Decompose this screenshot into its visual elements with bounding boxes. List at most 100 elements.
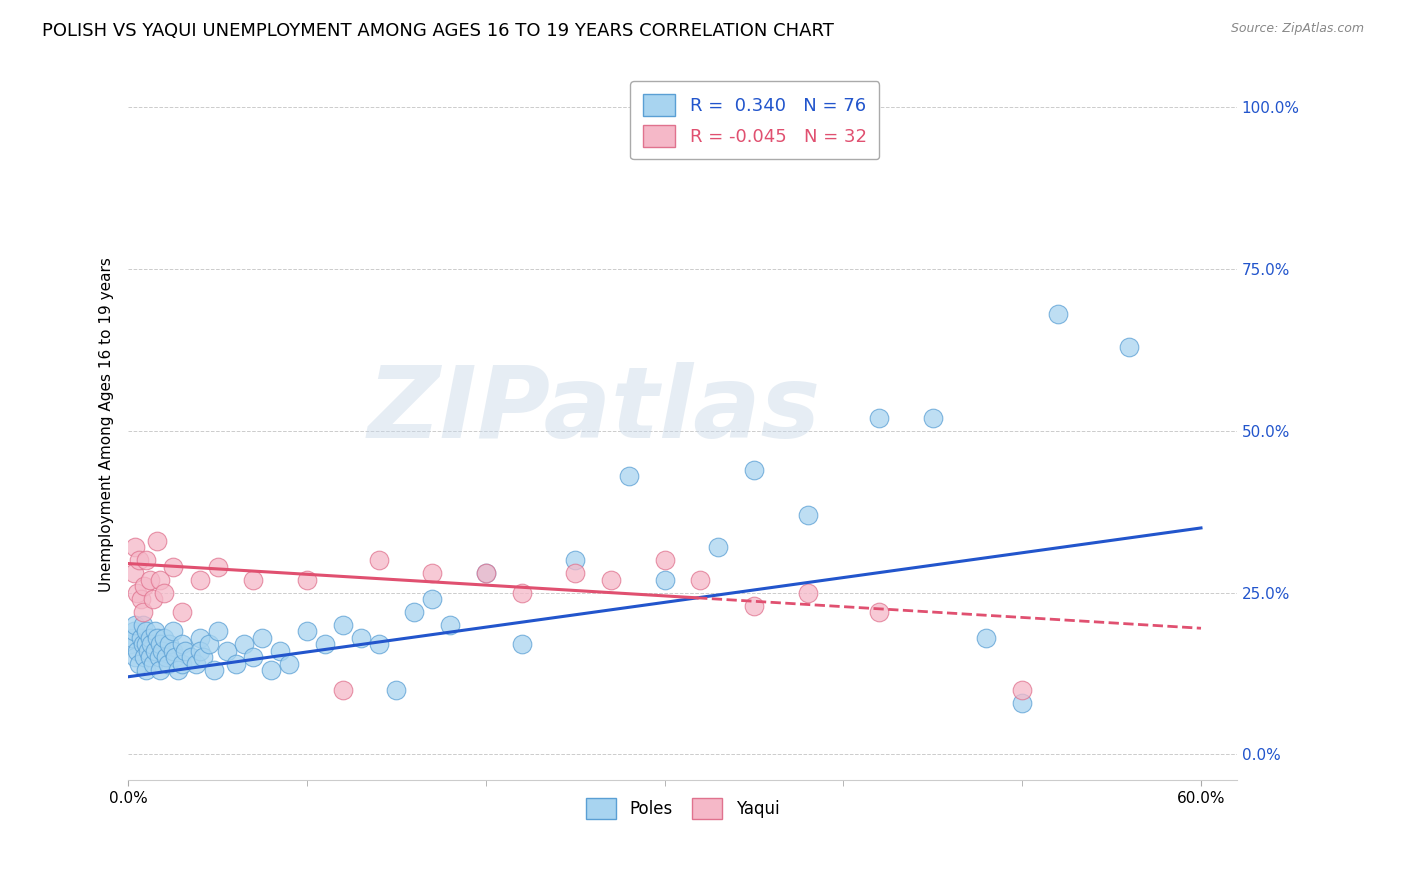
- Point: [188, 644, 211, 658]
- Point: [127, 585, 149, 599]
- Point: [202, 663, 225, 677]
- Point: [868, 605, 890, 619]
- Point: [404, 605, 426, 619]
- Point: [149, 637, 172, 651]
- Point: [135, 553, 157, 567]
- Point: [654, 573, 676, 587]
- Point: [162, 559, 184, 574]
- Point: [367, 637, 389, 651]
- Point: [122, 624, 145, 639]
- Point: [135, 637, 157, 651]
- Point: [796, 508, 818, 522]
- Point: [149, 663, 172, 677]
- Point: [128, 657, 150, 671]
- Point: [186, 657, 208, 671]
- Point: [124, 541, 146, 555]
- Point: [252, 631, 274, 645]
- Point: [233, 637, 256, 651]
- Point: [796, 585, 818, 599]
- Point: [138, 573, 160, 587]
- Point: [689, 573, 711, 587]
- Point: [225, 657, 247, 671]
- Text: ZIPatlas: ZIPatlas: [367, 361, 820, 458]
- Legend: Poles, Yaqui: Poles, Yaqui: [579, 792, 786, 825]
- Point: [155, 650, 177, 665]
- Point: [131, 637, 153, 651]
- Point: [141, 637, 163, 651]
- Point: [170, 605, 193, 619]
- Point: [654, 553, 676, 567]
- Point: [143, 644, 166, 658]
- Point: [180, 650, 202, 665]
- Point: [131, 618, 153, 632]
- Point: [314, 637, 336, 651]
- Point: [124, 650, 146, 665]
- Text: Source: ZipAtlas.com: Source: ZipAtlas.com: [1230, 22, 1364, 36]
- Point: [564, 553, 586, 567]
- Point: [122, 566, 145, 581]
- Point: [162, 624, 184, 639]
- Point: [269, 644, 291, 658]
- Point: [1011, 682, 1033, 697]
- Point: [600, 573, 623, 587]
- Point: [332, 682, 354, 697]
- Point: [129, 592, 152, 607]
- Point: [510, 585, 533, 599]
- Point: [134, 650, 156, 665]
- Point: [146, 631, 169, 645]
- Point: [1011, 696, 1033, 710]
- Point: [921, 411, 943, 425]
- Point: [135, 663, 157, 677]
- Point: [142, 657, 165, 671]
- Point: [439, 618, 461, 632]
- Y-axis label: Unemployment Among Ages 16 to 19 years: Unemployment Among Ages 16 to 19 years: [100, 257, 114, 592]
- Point: [149, 573, 172, 587]
- Point: [134, 579, 156, 593]
- Point: [868, 411, 890, 425]
- Point: [167, 663, 190, 677]
- Point: [742, 463, 765, 477]
- Point: [420, 566, 443, 581]
- Point: [128, 553, 150, 567]
- Point: [207, 559, 229, 574]
- Point: [350, 631, 373, 645]
- Point: [153, 631, 176, 645]
- Point: [118, 637, 141, 651]
- Point: [564, 566, 586, 581]
- Point: [148, 650, 170, 665]
- Point: [332, 618, 354, 632]
- Point: [242, 573, 264, 587]
- Point: [129, 631, 152, 645]
- Point: [260, 663, 283, 677]
- Point: [295, 573, 318, 587]
- Point: [170, 637, 193, 651]
- Text: POLISH VS YAQUI UNEMPLOYMENT AMONG AGES 16 TO 19 YEARS CORRELATION CHART: POLISH VS YAQUI UNEMPLOYMENT AMONG AGES …: [42, 22, 834, 40]
- Point: [1118, 340, 1140, 354]
- Point: [138, 650, 160, 665]
- Point: [420, 592, 443, 607]
- Point: [367, 553, 389, 567]
- Point: [207, 624, 229, 639]
- Point: [124, 618, 146, 632]
- Point: [188, 573, 211, 587]
- Point: [127, 644, 149, 658]
- Point: [976, 631, 998, 645]
- Point: [278, 657, 301, 671]
- Point: [707, 541, 730, 555]
- Point: [121, 631, 143, 645]
- Point: [742, 599, 765, 613]
- Point: [295, 624, 318, 639]
- Point: [157, 637, 180, 651]
- Point: [215, 644, 238, 658]
- Point: [1046, 307, 1069, 321]
- Point: [475, 566, 498, 581]
- Point: [242, 650, 264, 665]
- Point: [163, 650, 186, 665]
- Point: [170, 657, 193, 671]
- Point: [153, 585, 176, 599]
- Point: [188, 631, 211, 645]
- Point: [146, 533, 169, 548]
- Point: [131, 605, 153, 619]
- Point: [475, 566, 498, 581]
- Point: [193, 650, 215, 665]
